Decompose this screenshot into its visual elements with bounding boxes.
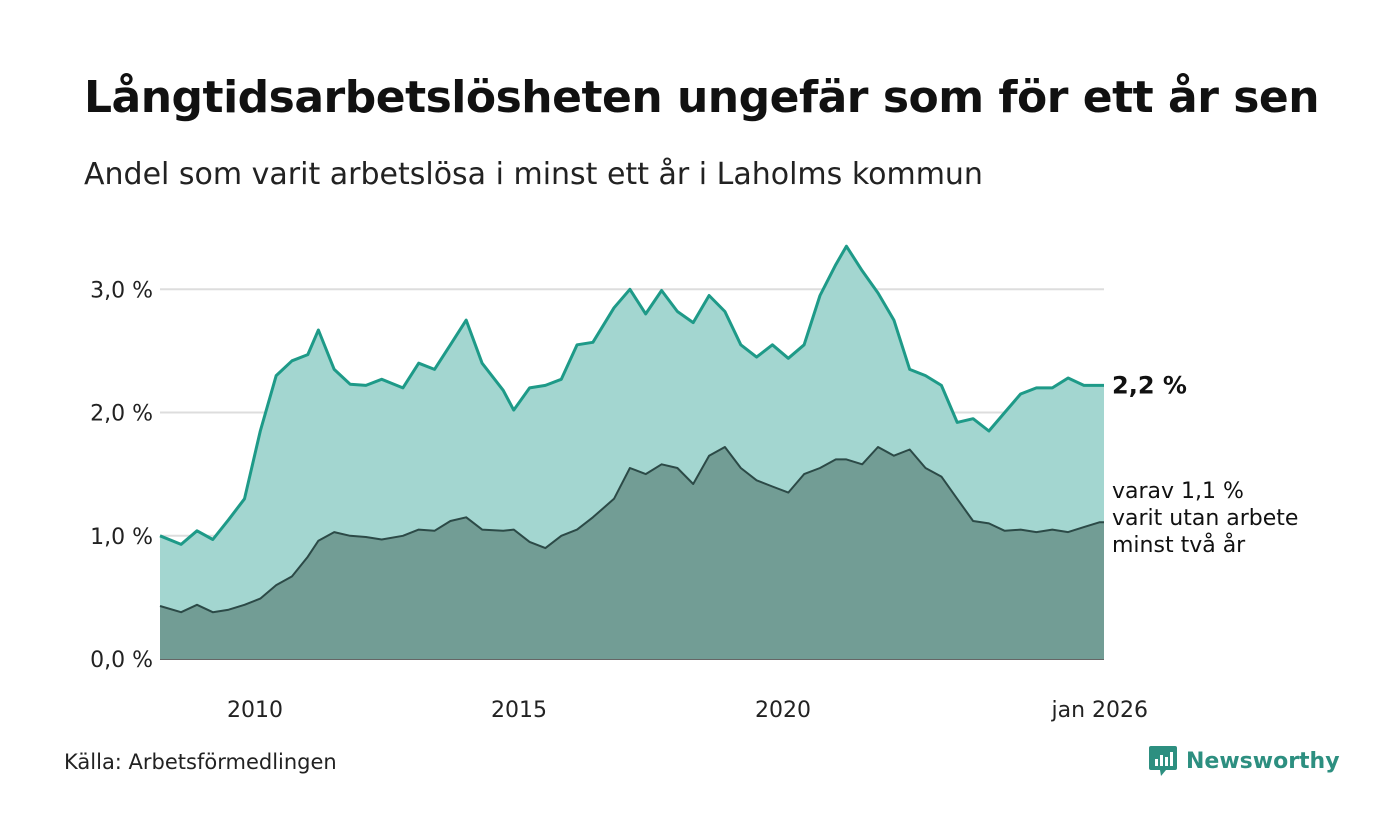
- end-label-sub: varav 1,1 %: [1112, 479, 1244, 504]
- x-tick-label: 2015: [491, 698, 547, 723]
- x-tick-label: 2020: [755, 698, 811, 723]
- long-term-unemployment-line: [159, 244, 1104, 546]
- y-tick-label: 1,0 %: [90, 525, 153, 550]
- two-year-unemployment-area: [160, 447, 1104, 659]
- x-tick-label: jan 2026: [1051, 698, 1149, 723]
- y-tick-label: 3,0 %: [90, 278, 153, 303]
- two-year-unemployment-line: [159, 446, 1104, 614]
- brand-name: Newsworthy: [1186, 748, 1340, 774]
- y-axis-ticks: 0,0 % 1,0 % 2,0 % 3,0 %: [90, 278, 153, 673]
- end-label-main: 2,2 %: [1112, 371, 1187, 399]
- chart-subtitle: Andel som varit arbetslösa i minst ett å…: [84, 157, 983, 192]
- y-tick-label: 2,0 %: [90, 402, 153, 427]
- x-tick-label: 2010: [227, 698, 283, 723]
- series-lines: [159, 244, 1104, 614]
- brand-logo: Newsworthy: [1148, 744, 1340, 778]
- source-note: Källa: Arbetsförmedlingen: [64, 750, 337, 774]
- x-axis-ticks: 2010 2015 2020 jan 2026: [227, 698, 1148, 723]
- end-label-sub: varit utan arbete: [1112, 506, 1298, 531]
- y-tick-label: 0,0 %: [90, 648, 153, 673]
- newsworthy-icon: [1149, 746, 1177, 776]
- area-series: [160, 246, 1104, 659]
- end-label-sub: minst två år: [1112, 532, 1246, 558]
- chart-title: Långtidsarbetslösheten ungefär som för e…: [84, 72, 1320, 123]
